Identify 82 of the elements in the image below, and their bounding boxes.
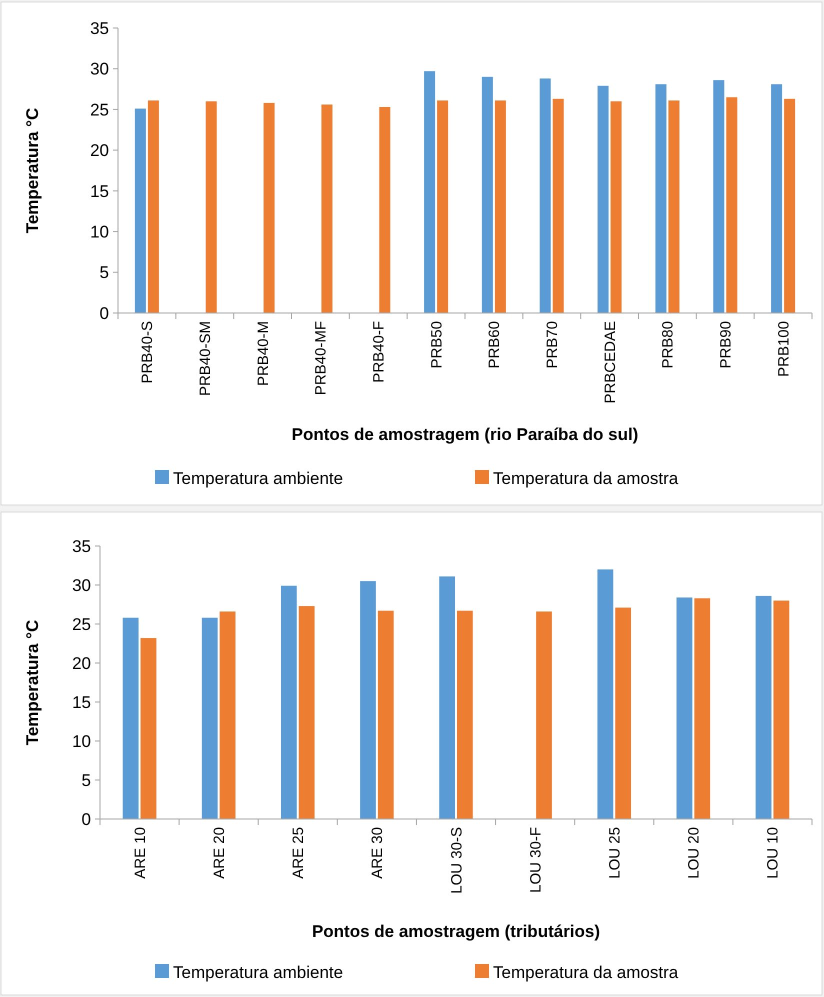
bar bbox=[726, 97, 738, 313]
x-tick-label: PRB40-MF bbox=[312, 321, 330, 396]
x-tick-label: PRB60 bbox=[486, 321, 504, 369]
x-tick-label: ARE 30 bbox=[369, 827, 386, 879]
bar bbox=[482, 76, 493, 313]
bar bbox=[280, 586, 297, 819]
x-tick-label: PRB90 bbox=[718, 321, 734, 369]
bar bbox=[360, 581, 376, 819]
x-tick-label: PRB40-M bbox=[254, 321, 272, 386]
x-tick-label: ARE 25 bbox=[290, 827, 308, 879]
x-tick-label: PRB100 bbox=[775, 321, 792, 377]
bar bbox=[206, 101, 217, 313]
x-tick-label: LOU 10 bbox=[764, 827, 782, 879]
x-tick-label: LOU 30-F bbox=[527, 827, 544, 893]
y-axis-title: Temperatura °C bbox=[23, 620, 42, 746]
bar bbox=[615, 608, 632, 819]
bar bbox=[773, 600, 790, 819]
y-tick-label: 0 bbox=[82, 810, 91, 829]
y-tick-label: 10 bbox=[72, 732, 91, 751]
bar bbox=[694, 598, 710, 819]
bar bbox=[321, 104, 332, 313]
y-tick-label: 30 bbox=[72, 576, 91, 595]
bar bbox=[202, 618, 218, 819]
bar bbox=[148, 100, 159, 313]
bar bbox=[552, 98, 564, 313]
y-tick-label: 35 bbox=[90, 18, 109, 38]
y-axis-title: Temperatura °C bbox=[23, 108, 42, 234]
x-axis-title: Pontos de amostragem (tributários) bbox=[312, 922, 600, 941]
bar bbox=[676, 597, 692, 819]
bar bbox=[378, 610, 394, 819]
y-tick-label: 15 bbox=[90, 182, 109, 201]
bar bbox=[598, 86, 609, 313]
bar bbox=[756, 596, 772, 819]
y-tick-label: 5 bbox=[100, 263, 109, 282]
bar bbox=[540, 78, 551, 313]
x-tick-label: PRB70 bbox=[544, 321, 561, 369]
bar bbox=[439, 576, 455, 819]
bar bbox=[220, 612, 236, 819]
bar bbox=[771, 84, 782, 313]
x-tick-label: ARE 20 bbox=[210, 827, 228, 879]
y-tick-label: 5 bbox=[82, 770, 91, 790]
bar bbox=[494, 100, 506, 313]
legend-label: Temperatura da amostra bbox=[493, 468, 679, 488]
bar bbox=[424, 71, 436, 313]
x-tick-label: PRB40-F bbox=[370, 321, 388, 383]
y-tick-label: 30 bbox=[90, 60, 109, 79]
y-tick-label: 20 bbox=[90, 141, 109, 160]
y-tick-label: 25 bbox=[72, 614, 91, 634]
x-tick-label: LOU 20 bbox=[686, 827, 703, 879]
x-tick-label: PRBCEDAE bbox=[602, 321, 619, 404]
bar bbox=[713, 80, 724, 313]
bar bbox=[379, 106, 390, 313]
y-tick-label: 35 bbox=[72, 536, 91, 556]
y-tick-label: 10 bbox=[90, 222, 109, 242]
x-tick-label: ARE 10 bbox=[132, 827, 149, 879]
y-tick-label: 0 bbox=[100, 304, 109, 323]
bar bbox=[437, 100, 448, 313]
bar bbox=[655, 84, 666, 313]
x-tick-label: PRB40-S bbox=[139, 321, 156, 384]
y-tick-label: 25 bbox=[90, 100, 109, 120]
legend-label: Temperatura ambiente bbox=[173, 962, 344, 982]
x-tick-label: PRB40-SM bbox=[197, 321, 214, 396]
x-tick-label: PRB50 bbox=[428, 321, 446, 369]
bar bbox=[134, 108, 146, 313]
x-tick-label: LOU 30-S bbox=[448, 827, 466, 894]
bar bbox=[668, 100, 680, 313]
bar bbox=[457, 610, 473, 819]
bar bbox=[597, 569, 614, 819]
x-tick-label: LOU 25 bbox=[606, 827, 624, 879]
y-tick-label: 20 bbox=[72, 654, 91, 673]
bar bbox=[784, 98, 796, 313]
bar bbox=[264, 102, 275, 313]
legend-label: Temperatura da amostra bbox=[493, 962, 679, 982]
bar bbox=[536, 612, 552, 819]
bar bbox=[298, 606, 315, 819]
y-tick-label: 15 bbox=[72, 692, 91, 712]
bar bbox=[140, 638, 156, 819]
x-axis-title: Pontos de amostragem (rio Paraíba do sul) bbox=[292, 425, 638, 444]
legend-label: Temperatura ambiente bbox=[173, 468, 344, 488]
bar bbox=[122, 618, 139, 819]
bar bbox=[610, 101, 622, 313]
x-tick-label: PRB80 bbox=[660, 321, 677, 369]
